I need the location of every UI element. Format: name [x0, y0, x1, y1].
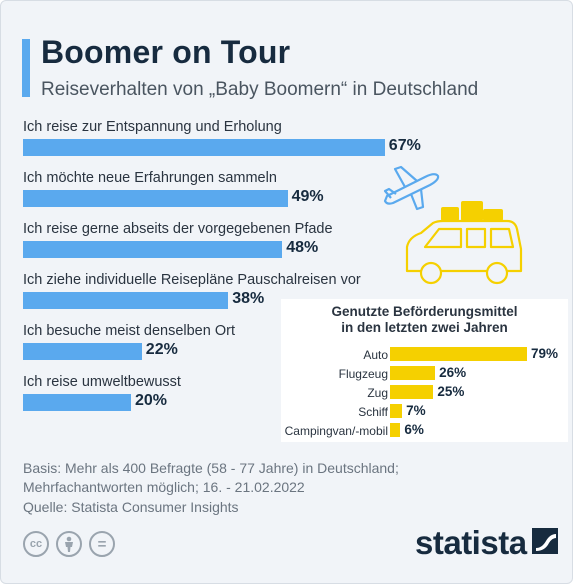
basis-note-line-1: Basis: Mehr als 400 Befragte (58 - 77 Ja…	[23, 460, 399, 476]
statista-wordmark[interactable]: statista	[415, 524, 527, 561]
main-bar-chart: Ich reise zur Entspannung und Erholung 67…	[1, 1, 572, 431]
inset-bar-label: Auto	[363, 348, 388, 362]
bar-value-label: 20%	[135, 392, 168, 409]
title-accent-bar	[22, 39, 30, 97]
inset-bar-label: Flugzeug	[338, 367, 388, 381]
inset-bar	[390, 347, 527, 361]
bar-value-label: 22%	[145, 341, 178, 358]
attribution-icon[interactable]	[56, 531, 82, 557]
source-note: Quelle: Statista Consumer Insights	[23, 499, 239, 515]
bar-value-label: 49%	[291, 188, 324, 205]
statista-logo-icon[interactable]	[532, 528, 558, 554]
inset-bar-value-label: 79%	[531, 346, 559, 361]
creative-commons-icon[interactable]: cc	[23, 531, 49, 557]
inset-bar-label: Zug	[367, 386, 388, 400]
bar-value-label: 48%	[286, 239, 319, 256]
bar-value-label: 67%	[388, 137, 421, 154]
bar-label: Ich reise gerne abseits der vorgegebenen…	[23, 221, 333, 237]
inset-bar	[390, 404, 403, 418]
bar	[23, 343, 142, 360]
bar-label: Ich ziehe individuelle Reisepläne Pausch…	[23, 272, 361, 288]
bar-label: Ich möchte neue Erfahrungen sammeln	[23, 170, 277, 186]
license-icons: cc =	[23, 531, 115, 557]
inset-bar-value-label: 7%	[406, 403, 426, 418]
inset-bar-value-label: 26%	[439, 365, 467, 380]
bar-label: Ich reise umweltbewusst	[23, 374, 181, 390]
inset-bar-label: Schiff	[358, 405, 388, 419]
bar	[23, 190, 288, 207]
inset-bar	[390, 385, 434, 399]
bar	[23, 394, 131, 411]
inset-bar-value-label: 25%	[437, 384, 465, 399]
inset-title-line-2: in den letzten zwei Jahren	[341, 320, 508, 335]
basis-note-line-2: Mehrfachantworten möglich; 16. - 21.02.2…	[23, 479, 305, 495]
car-with-luggage-icon	[405, 201, 523, 285]
inset-title-line-1: Genutzte Beförderungsmittel	[331, 304, 518, 319]
chart-title: Boomer on Tour	[41, 34, 291, 70]
inset-bar	[390, 366, 436, 380]
transport-inset-panel: Genutzte Beförderungsmittel in den letzt…	[281, 299, 568, 442]
chart-subtitle: Reiseverhalten von „Baby Boomern“ in Deu…	[41, 79, 479, 100]
bar	[23, 241, 283, 258]
bar	[23, 139, 385, 156]
bar-label: Ich reise zur Entspannung und Erholung	[23, 119, 282, 135]
airplane-icon	[383, 165, 440, 211]
no-derivatives-icon[interactable]: =	[89, 531, 115, 557]
inset-bar-value-label: 6%	[404, 422, 424, 437]
inset-bar	[390, 423, 401, 437]
bar-value-label: 38%	[232, 290, 265, 307]
bar-label: Ich besuche meist denselben Ort	[23, 323, 235, 339]
inset-bar-label: Campingvan/-mobil	[284, 424, 388, 438]
bar	[23, 292, 229, 309]
